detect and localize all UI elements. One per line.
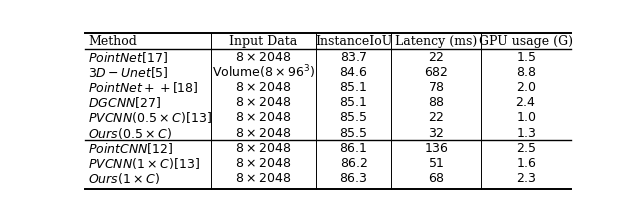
Text: $86.2$: $86.2$ bbox=[340, 157, 367, 170]
Text: $2.3$: $2.3$ bbox=[516, 172, 536, 185]
Text: $8 \times 2048$: $8 \times 2048$ bbox=[236, 96, 292, 109]
Text: $1.0$: $1.0$ bbox=[516, 111, 536, 124]
Text: $2.5$: $2.5$ bbox=[516, 142, 536, 155]
Text: $22$: $22$ bbox=[428, 51, 444, 64]
Text: $PV CNN(1 \times C) [13]$: $PV CNN(1 \times C) [13]$ bbox=[88, 156, 200, 171]
Text: Method: Method bbox=[88, 35, 137, 48]
Text: $86.3$: $86.3$ bbox=[339, 172, 368, 185]
Text: $DGCNN [27]$: $DGCNN [27]$ bbox=[88, 95, 161, 110]
Text: InstanceIoU: InstanceIoU bbox=[315, 35, 392, 48]
Text: $8 \times 2048$: $8 \times 2048$ bbox=[236, 111, 292, 124]
Text: $3D-Unet [5]$: $3D-Unet [5]$ bbox=[88, 65, 169, 80]
Text: $85.1$: $85.1$ bbox=[339, 96, 368, 109]
Text: Latency (ms): Latency (ms) bbox=[395, 35, 477, 48]
Text: Input Data: Input Data bbox=[230, 35, 298, 48]
Text: $68$: $68$ bbox=[428, 172, 445, 185]
Text: $8.8$: $8.8$ bbox=[516, 66, 536, 79]
Text: $PointCNN [12]$: $PointCNN [12]$ bbox=[88, 141, 173, 156]
Text: $Ours(0.5 \times C)$: $Ours(0.5 \times C)$ bbox=[88, 125, 172, 141]
Text: $8 \times 2048$: $8 \times 2048$ bbox=[236, 157, 292, 170]
Text: $2.4$: $2.4$ bbox=[515, 96, 537, 109]
Text: $85.5$: $85.5$ bbox=[339, 111, 368, 124]
Text: $8 \times 2048$: $8 \times 2048$ bbox=[236, 81, 292, 94]
Text: $8 \times 2048$: $8 \times 2048$ bbox=[236, 172, 292, 185]
Text: $78$: $78$ bbox=[428, 81, 445, 94]
Text: $\mathrm{Volume}(8 \times 96^{3})$: $\mathrm{Volume}(8 \times 96^{3})$ bbox=[212, 64, 316, 81]
Text: $85.1$: $85.1$ bbox=[339, 81, 368, 94]
Text: $51$: $51$ bbox=[428, 157, 445, 170]
Text: $1.3$: $1.3$ bbox=[516, 127, 536, 140]
Text: $PointNet++ [18]$: $PointNet++ [18]$ bbox=[88, 80, 198, 95]
Text: $84.6$: $84.6$ bbox=[339, 66, 368, 79]
Text: $83.7$: $83.7$ bbox=[340, 51, 367, 64]
Text: $8 \times 2048$: $8 \times 2048$ bbox=[236, 142, 292, 155]
Text: $PointNet [17]$: $PointNet [17]$ bbox=[88, 50, 168, 65]
Text: $22$: $22$ bbox=[428, 111, 444, 124]
Text: $88$: $88$ bbox=[428, 96, 445, 109]
Text: $2.0$: $2.0$ bbox=[516, 81, 536, 94]
Text: $1.6$: $1.6$ bbox=[516, 157, 536, 170]
Text: $8 \times 2048$: $8 \times 2048$ bbox=[236, 51, 292, 64]
Text: $PV CNN(0.5 \times C) [13]$: $PV CNN(0.5 \times C) [13]$ bbox=[88, 110, 212, 125]
Text: $8 \times 2048$: $8 \times 2048$ bbox=[236, 127, 292, 140]
Text: $1.5$: $1.5$ bbox=[516, 51, 536, 64]
Text: $682$: $682$ bbox=[424, 66, 449, 79]
Text: $32$: $32$ bbox=[428, 127, 444, 140]
Text: $136$: $136$ bbox=[424, 142, 449, 155]
Text: $86.1$: $86.1$ bbox=[339, 142, 368, 155]
Text: GPU usage (G): GPU usage (G) bbox=[479, 35, 573, 48]
Text: $85.5$: $85.5$ bbox=[339, 127, 368, 140]
Text: $Ours(1 \times C)$: $Ours(1 \times C)$ bbox=[88, 171, 160, 186]
